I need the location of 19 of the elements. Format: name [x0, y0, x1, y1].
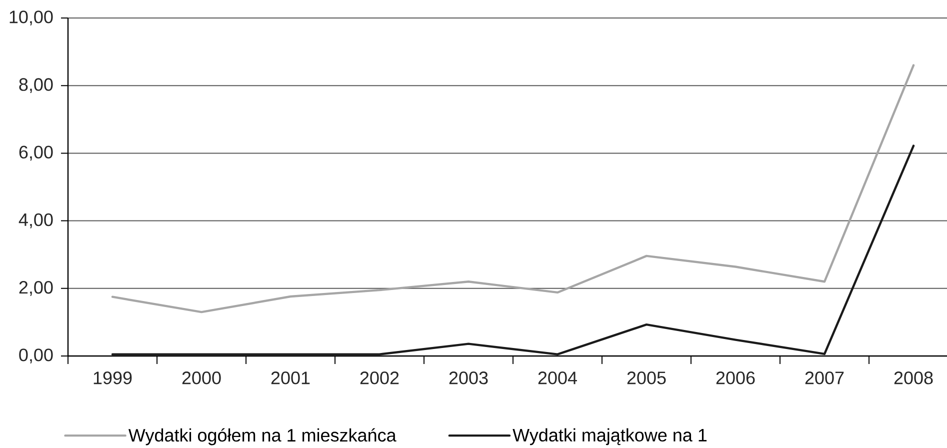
y-tick-label: 6,00 — [19, 146, 53, 161]
x-tick-label: 2007 — [805, 372, 844, 384]
x-tick-label: 2008 — [894, 372, 933, 384]
x-tick-label: 2002 — [360, 372, 399, 384]
legend-label: Wydatki ogółem na 1 mieszkańca — [128, 428, 396, 446]
x-tick-label: 1999 — [94, 372, 132, 384]
y-tick-label: 10,00 — [10, 10, 53, 26]
x-tick-label: 2005 — [627, 372, 666, 384]
x-tick-label: 2004 — [538, 372, 577, 384]
x-tick-label: 2001 — [271, 372, 310, 384]
x-tick-label: 2003 — [449, 372, 488, 384]
y-tick-label: 8,00 — [19, 78, 53, 94]
x-tick-label: 2006 — [716, 372, 755, 384]
legend-label: Wydatki majątkowe na 1 — [512, 428, 707, 446]
line-series — [111, 64, 915, 314]
y-tick-label: 0,00 — [19, 348, 53, 364]
y-tick-label: 2,00 — [19, 280, 53, 296]
y-tick-label: 4,00 — [18, 213, 53, 228]
x-tick-label: 2000 — [182, 372, 221, 384]
